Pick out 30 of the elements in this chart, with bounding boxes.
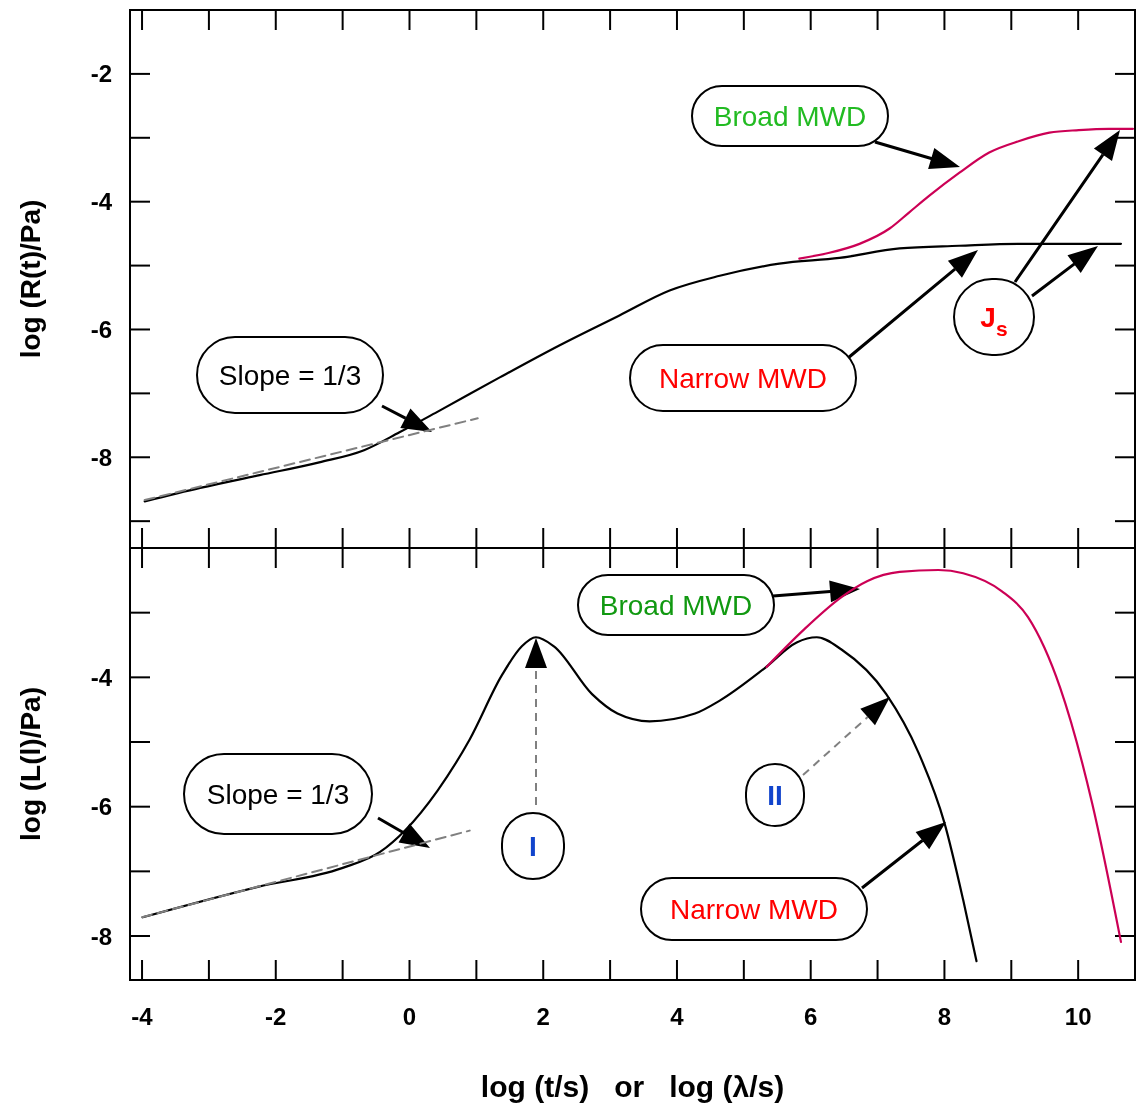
x-axis-title: log (t/s) or log (λ/s) [480,1069,785,1103]
annotation: Broad MWD [599,589,753,621]
y-tick-label: -8 [90,443,112,471]
x-tick-label: 8 [937,1002,952,1030]
line-series [798,127,1135,260]
x-tick-label: -4 [131,1002,154,1030]
annotation: Narrow MWD [670,893,838,925]
annotation: Broad MWD [713,100,867,132]
y-tick-label: -2 [90,60,112,88]
annotation: Narrow MWD [659,362,827,394]
annotation: II [767,779,783,811]
y-axis-title: log (R(t)/Pa) [14,199,46,359]
x-tick-label: -2 [265,1002,287,1030]
line-series [765,568,1123,943]
x-tick-label: 2 [536,1002,550,1030]
y-tick-label: -4 [90,663,113,691]
annotation: J$_{s}$ [980,301,1008,340]
annotation: I [529,830,537,862]
x-tick-label: 4 [670,1002,685,1030]
y-tick-label: -4 [90,188,113,216]
annotation: Slope = 1/3 [218,359,362,391]
x-tick-label: 6 [804,1002,818,1030]
line-series [143,242,1123,503]
x-tick-label: 10 [1064,1002,1092,1030]
x-tick-label: 0 [402,1002,417,1030]
annotation: Slope = 1/3 [206,778,350,810]
y-axis-title: log (L(l)/Pa) [14,687,46,841]
y-tick-label: -8 [90,922,112,950]
y-tick-label: -6 [90,315,112,343]
y-tick-label: -6 [90,793,112,821]
